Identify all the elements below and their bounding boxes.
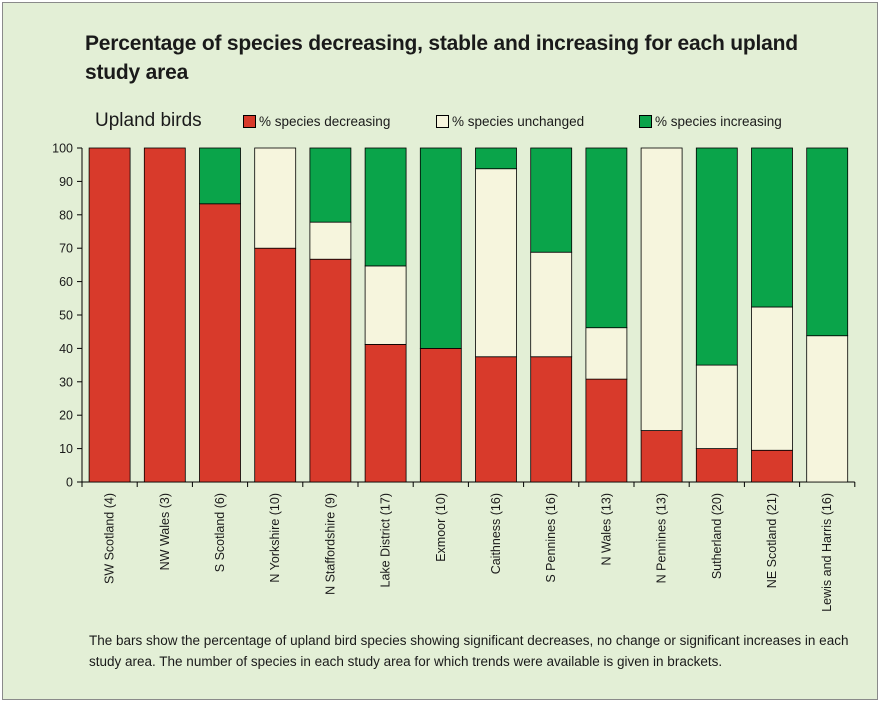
bar-segment-unchanged	[364, 265, 407, 345]
y-tick-label: 0	[66, 476, 73, 490]
legend-swatch-unchanged	[436, 114, 449, 128]
x-category-label: Caithness (16)	[489, 493, 503, 574]
bar-segment-decreasing	[475, 356, 517, 483]
bar-segment-decreasing	[419, 347, 462, 483]
y-tick-label: 80	[59, 208, 73, 222]
x-category-label: S Pennines (16)	[544, 493, 558, 583]
bar-segment-decreasing	[254, 247, 297, 483]
legend-item-unchanged: % species unchanged	[436, 113, 584, 129]
bar-segment-increasing	[806, 147, 849, 337]
x-category-label: N Wales (13)	[599, 493, 613, 565]
bar-segment-increasing	[751, 147, 793, 308]
bar-segment-decreasing	[143, 147, 186, 483]
legend-swatch-increasing	[639, 114, 652, 128]
bar-segment-unchanged	[695, 364, 738, 450]
x-category-label: Exmoor (10)	[434, 493, 448, 562]
x-category-label: SW Scotland (4)	[103, 493, 117, 584]
bar-segment-unchanged	[585, 327, 628, 380]
x-category-label: NE Scotland (21)	[765, 493, 779, 588]
bar-segment-unchanged	[530, 251, 573, 358]
x-category-label: N Staffordshire (9)	[323, 493, 337, 595]
bar-segment-increasing	[309, 147, 352, 223]
bar-segment-increasing	[585, 147, 628, 329]
chart-title: Percentage of species decreasing, stable…	[85, 32, 798, 84]
y-tick-label: 100	[52, 142, 73, 156]
bar-segment-increasing	[364, 147, 407, 267]
x-category-label: Sutherland (20)	[710, 493, 724, 579]
bar-segment-increasing	[419, 147, 462, 349]
x-category-label: Lewis and Harris (16)	[820, 493, 834, 612]
x-category-label: N Yorkshire (10)	[268, 493, 282, 583]
legend-swatch-decreasing	[243, 114, 256, 128]
y-tick-label: 60	[59, 275, 73, 289]
legend-item-increasing: % species increasing	[639, 113, 782, 129]
y-tick-label: 10	[59, 442, 73, 456]
bar-segment-decreasing	[309, 258, 352, 483]
bar-segment-unchanged	[309, 221, 352, 260]
bar-segment-decreasing	[199, 203, 241, 483]
x-category-label: S Scotland (6)	[213, 493, 227, 572]
bar-segment-increasing	[475, 147, 517, 170]
x-category-label: NW Wales (3)	[158, 493, 172, 570]
y-tick-label: 20	[59, 409, 73, 423]
x-category-label: N Pennines (13)	[655, 493, 669, 583]
bar-segment-decreasing	[364, 343, 407, 483]
bar-segment-decreasing	[530, 356, 573, 483]
legend-label-unchanged: % species unchanged	[452, 113, 585, 129]
bar-segment-decreasing	[88, 147, 131, 483]
legend-label-decreasing: % species decreasing	[259, 113, 391, 129]
bar-segment-increasing	[199, 147, 241, 205]
y-tick-label: 30	[59, 375, 73, 389]
bar-segment-unchanged	[751, 306, 793, 451]
x-category-label: Lake District (17)	[379, 493, 393, 587]
y-tick-label: 40	[59, 342, 73, 356]
bar-segment-unchanged	[254, 147, 297, 249]
y-tick-label: 50	[59, 309, 73, 323]
y-tick-label: 90	[59, 175, 73, 189]
legend-item-decreasing: % species decreasing	[243, 113, 390, 129]
chart-subtitle: Upland birds	[95, 110, 202, 131]
bar-segment-increasing	[530, 147, 573, 253]
y-tick-label: 70	[59, 242, 73, 256]
bar-segment-decreasing	[751, 449, 793, 483]
bar-segment-unchanged	[640, 147, 683, 431]
bar-segment-unchanged	[806, 335, 849, 483]
bar-segment-increasing	[695, 147, 738, 366]
chart-caption: The bars show the percentage of upland b…	[89, 633, 849, 669]
bar-segment-decreasing	[640, 430, 683, 483]
legend-label-increasing: % species increasing	[655, 113, 782, 129]
bar-segment-unchanged	[475, 168, 517, 358]
bar-segment-decreasing	[585, 378, 628, 483]
bar-segment-decreasing	[695, 448, 738, 483]
